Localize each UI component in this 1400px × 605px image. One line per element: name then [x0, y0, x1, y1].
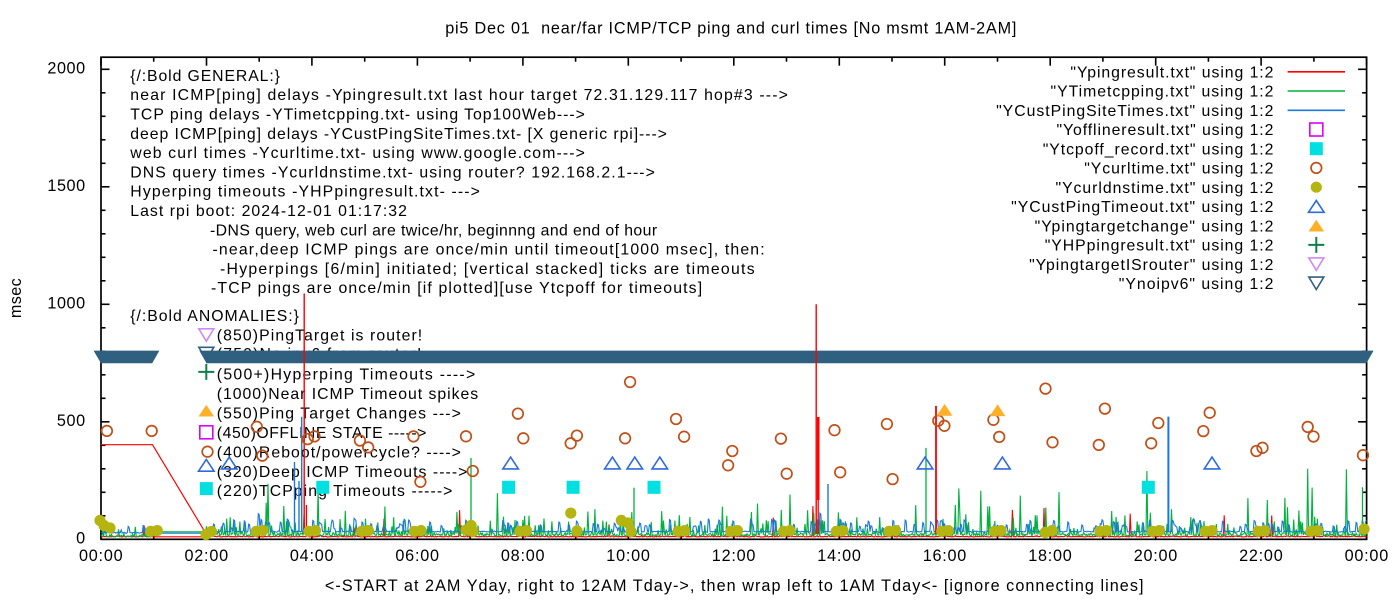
svg-text:00:00: 00:00	[79, 547, 123, 565]
svg-text:"Ypingresult.txt" using 1:2: "Ypingresult.txt" using 1:2	[1070, 65, 1273, 82]
svg-text:00:00: 00:00	[1345, 547, 1389, 565]
svg-text:0: 0	[76, 530, 85, 548]
svg-text:10:00: 10:00	[606, 547, 650, 565]
svg-text:"YHPpingresult.txt" using 1:2: "YHPpingresult.txt" using 1:2	[1045, 238, 1274, 255]
svg-text:-near,deep ICMP pings are once: -near,deep ICMP pings are once/min until…	[213, 242, 766, 259]
svg-text:20:00: 20:00	[1134, 547, 1178, 565]
svg-text:"YTimetcpping.txt" using 1:2: "YTimetcpping.txt" using 1:2	[1051, 84, 1274, 101]
svg-text:(850)PingTarget is router!: (850)PingTarget is router!	[217, 328, 423, 345]
svg-text:(550)Ping Target Changes --->: (550)Ping Target Changes --->	[217, 405, 461, 422]
svg-text:"YCustPingTimeout.txt" using 1: "YCustPingTimeout.txt" using 1:2	[1011, 199, 1274, 216]
svg-text:<-START at 2AM Yday, right to: <-START at 2AM Yday, right to 12AM Tday-…	[325, 577, 1144, 595]
svg-text:near ICMP[ping] delays -Ypingr: near ICMP[ping] delays -Ypingresult.txt …	[130, 87, 788, 104]
svg-text:06:00: 06:00	[395, 547, 439, 565]
svg-text:{/:Bold GENERAL:}: {/:Bold GENERAL:}	[130, 68, 280, 85]
svg-text:22:00: 22:00	[1239, 547, 1283, 565]
svg-text:TCP ping delays -YTimetcpping.: TCP ping delays -YTimetcpping.txt- using…	[130, 107, 585, 124]
svg-text:500: 500	[57, 412, 86, 430]
svg-text:18:00: 18:00	[1028, 547, 1072, 565]
svg-text:"Ypingtargetchange" using 1:2: "Ypingtargetchange" using 1:2	[1035, 218, 1274, 235]
svg-text:04:00: 04:00	[290, 547, 334, 565]
svg-text:-TCP pings are once/min [if pl: -TCP pings are once/min [if plotted][use…	[211, 280, 703, 297]
svg-text:DNS query times -Ycurldnstime.: DNS query times -Ycurldnstime.txt- using…	[130, 164, 655, 181]
svg-text:(400)Reboot/powercycle? ---->: (400)Reboot/powercycle? ---->	[217, 444, 461, 461]
svg-text:02:00: 02:00	[185, 547, 229, 565]
svg-text:"Ynoipv6" using 1:2: "Ynoipv6" using 1:2	[1119, 276, 1274, 293]
svg-text:12:00: 12:00	[712, 547, 756, 565]
svg-text:{/:Bold ANOMALIES:}: {/:Bold ANOMALIES:}	[130, 308, 299, 325]
svg-text:(1000)Near ICMP Timeout spikes: (1000)Near ICMP Timeout spikes	[217, 386, 479, 403]
svg-text:web curl times -Ycurltime.txt-: web curl times -Ycurltime.txt- using www…	[129, 145, 585, 162]
svg-text:14:00: 14:00	[817, 547, 861, 565]
svg-text:Hyperping timeouts -YHPpingres: Hyperping timeouts -YHPpingresult.txt- -…	[130, 184, 480, 201]
svg-text:msec: msec	[7, 278, 25, 318]
svg-text:1500: 1500	[47, 177, 85, 195]
svg-text:(450)OFFLINE STATE ----->: (450)OFFLINE STATE ----->	[217, 425, 427, 442]
svg-text:2000: 2000	[47, 60, 85, 78]
svg-text:(320)Deep ICMP Timeouts ---->: (320)Deep ICMP Timeouts ---->	[217, 464, 468, 481]
svg-text:"Ycurldnstime.txt" using 1:2: "Ycurldnstime.txt" using 1:2	[1056, 180, 1274, 197]
svg-text:1000: 1000	[47, 295, 85, 313]
svg-text:"Yofflineresult.txt" using 1:2: "Yofflineresult.txt" using 1:2	[1057, 122, 1274, 139]
svg-text:"Ycurltime.txt" using 1:2: "Ycurltime.txt" using 1:2	[1084, 161, 1274, 178]
svg-text:"YCustPingSiteTimes.txt" using: "YCustPingSiteTimes.txt" using 1:2	[996, 103, 1274, 120]
svg-text:-DNS query, web curl are twice: -DNS query, web curl are twice/hr, begin…	[210, 222, 658, 239]
svg-text:pi5 Dec 01 near/far ICMP/TCP: pi5 Dec 01 near/far ICMP/TCP ping and cu…	[445, 20, 1017, 38]
svg-text:(500+)Hyperping Timeouts ---->: (500+)Hyperping Timeouts ---->	[217, 367, 476, 384]
svg-text:Last rpi boot: 2024-12-01 01:1: Last rpi boot: 2024-12-01 01:17:32	[130, 203, 407, 220]
svg-text:"YpingtargetISrouter" using 1:: "YpingtargetISrouter" using 1:2	[1029, 257, 1274, 274]
svg-text:16:00: 16:00	[923, 547, 967, 565]
svg-text:08:00: 08:00	[501, 547, 545, 565]
svg-text:deep ICMP[ping] delays -YCustP: deep ICMP[ping] delays -YCustPingSiteTim…	[130, 126, 667, 143]
svg-text:-Hyperpings [6/min] initiated;: -Hyperpings [6/min] initiated; [vertical…	[220, 261, 755, 278]
svg-text:"Ytcpoff_record.txt" using 1:2: "Ytcpoff_record.txt" using 1:2	[1043, 141, 1274, 158]
